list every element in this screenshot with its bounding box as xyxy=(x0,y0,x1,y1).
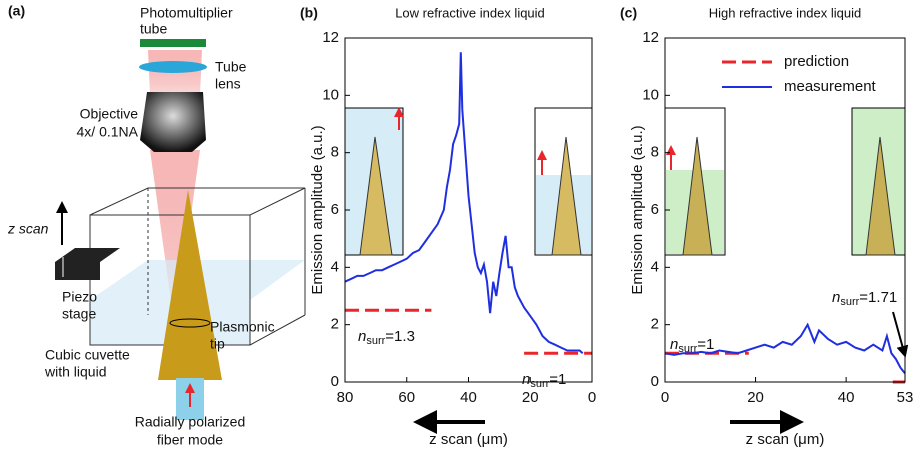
piezo xyxy=(55,248,120,280)
annotation-n: n xyxy=(832,289,840,306)
label: 4x/ 0.1NA xyxy=(77,124,139,140)
annotation-sub: surr xyxy=(840,296,859,308)
inset-tip xyxy=(865,136,896,256)
photomultiplier xyxy=(140,39,206,47)
x-tick-label: 40 xyxy=(838,389,855,406)
y-tick-label: 12 xyxy=(642,29,659,46)
tip xyxy=(158,190,222,380)
label: tube xyxy=(140,21,167,37)
x-tick-label: 0 xyxy=(588,389,596,406)
x-tick-label: 53 xyxy=(897,389,914,406)
note-arrow xyxy=(892,311,909,358)
y-tick-label: 4 xyxy=(331,258,339,275)
label: Piezo xyxy=(62,289,97,305)
chart-title: High refractive index liquid xyxy=(709,5,861,20)
label: Plasmonic xyxy=(210,319,275,335)
inset-tip xyxy=(359,136,393,256)
x-tick-label: 40 xyxy=(460,389,477,406)
chart-title: Low refractive index liquid xyxy=(395,5,545,20)
x-tick-label: 20 xyxy=(522,389,539,406)
series-line xyxy=(665,351,905,384)
label: Radially polarized xyxy=(135,414,246,430)
label: Photomultiplier xyxy=(140,5,233,21)
insets xyxy=(344,107,906,256)
annotation-n: n xyxy=(522,371,530,388)
x-axis-label: z scan (μm) xyxy=(746,431,825,448)
annotation-n: n xyxy=(670,336,678,353)
series-line xyxy=(345,308,592,355)
cuvette xyxy=(249,314,306,346)
annotation: nsurr=1 xyxy=(522,371,566,390)
label: Objective xyxy=(80,106,139,122)
y-tick-label: 8 xyxy=(651,144,659,161)
label: with liquid xyxy=(44,364,106,380)
cuvette xyxy=(89,187,306,216)
panel-label: (b) xyxy=(300,5,318,21)
annotation-n: n xyxy=(358,328,366,345)
label: Cubic cuvette xyxy=(45,347,130,363)
tip-ring xyxy=(169,318,211,328)
annotation-text: =1 xyxy=(697,336,714,353)
legend-label: prediction xyxy=(784,53,849,70)
series-line xyxy=(344,52,584,355)
panel-label: (a) xyxy=(8,3,25,19)
objective xyxy=(140,92,206,152)
annotation-sub: surr xyxy=(530,378,549,390)
legend-label: measurement xyxy=(784,78,877,95)
annotation-sub: surr xyxy=(678,343,697,355)
annotation: nsurr=1.71 xyxy=(832,289,897,308)
y-axis-label: Emission amplitude (a.u.) xyxy=(309,125,326,294)
plot-frame xyxy=(344,37,593,383)
x-tick-label: 80 xyxy=(337,389,354,406)
y-tick-label: 2 xyxy=(331,316,339,333)
tube-lens xyxy=(139,61,207,73)
plot-frame xyxy=(664,37,906,383)
y-tick-label: 8 xyxy=(331,144,339,161)
y-tick-label: 6 xyxy=(331,201,339,218)
y-axis-label: Emission amplitude (a.u.) xyxy=(629,125,646,294)
panel-label: (c) xyxy=(620,5,637,21)
label: tip xyxy=(210,336,225,352)
y-tick-label: 4 xyxy=(651,258,659,275)
annotation-text: =1.3 xyxy=(385,328,415,345)
label: lens xyxy=(215,76,241,92)
annotation-sub: surr xyxy=(366,335,385,347)
label: fiber mode xyxy=(157,432,223,448)
annotation-text: =1.71 xyxy=(859,289,897,306)
inset-tip xyxy=(682,136,713,256)
y-tick-label: 0 xyxy=(331,373,339,390)
y-tick-label: 0 xyxy=(651,373,659,390)
annotation-text: =1 xyxy=(549,371,566,388)
y-tick-label: 6 xyxy=(651,201,659,218)
y-tick-label: 2 xyxy=(651,316,659,333)
annotation: nsurr=1.3 xyxy=(358,328,415,347)
series-line xyxy=(664,322,906,375)
x-tick-label: 0 xyxy=(661,389,669,406)
y-tick-label: 10 xyxy=(322,86,339,103)
y-tick-label: 10 xyxy=(642,86,659,103)
label: stage xyxy=(62,306,96,322)
inset-tip xyxy=(551,136,582,256)
diagram: (a) Photomultiplier tube Tube lens Objec… xyxy=(7,3,306,448)
x-axis-label: z scan (μm) xyxy=(429,431,508,448)
x-tick-label: 20 xyxy=(747,389,764,406)
label: z scan xyxy=(7,221,49,237)
y-tick-label: 12 xyxy=(322,29,339,46)
label: Tube xyxy=(215,59,247,75)
x-tick-label: 60 xyxy=(398,389,415,406)
annotation: nsurr=1 xyxy=(670,336,714,355)
